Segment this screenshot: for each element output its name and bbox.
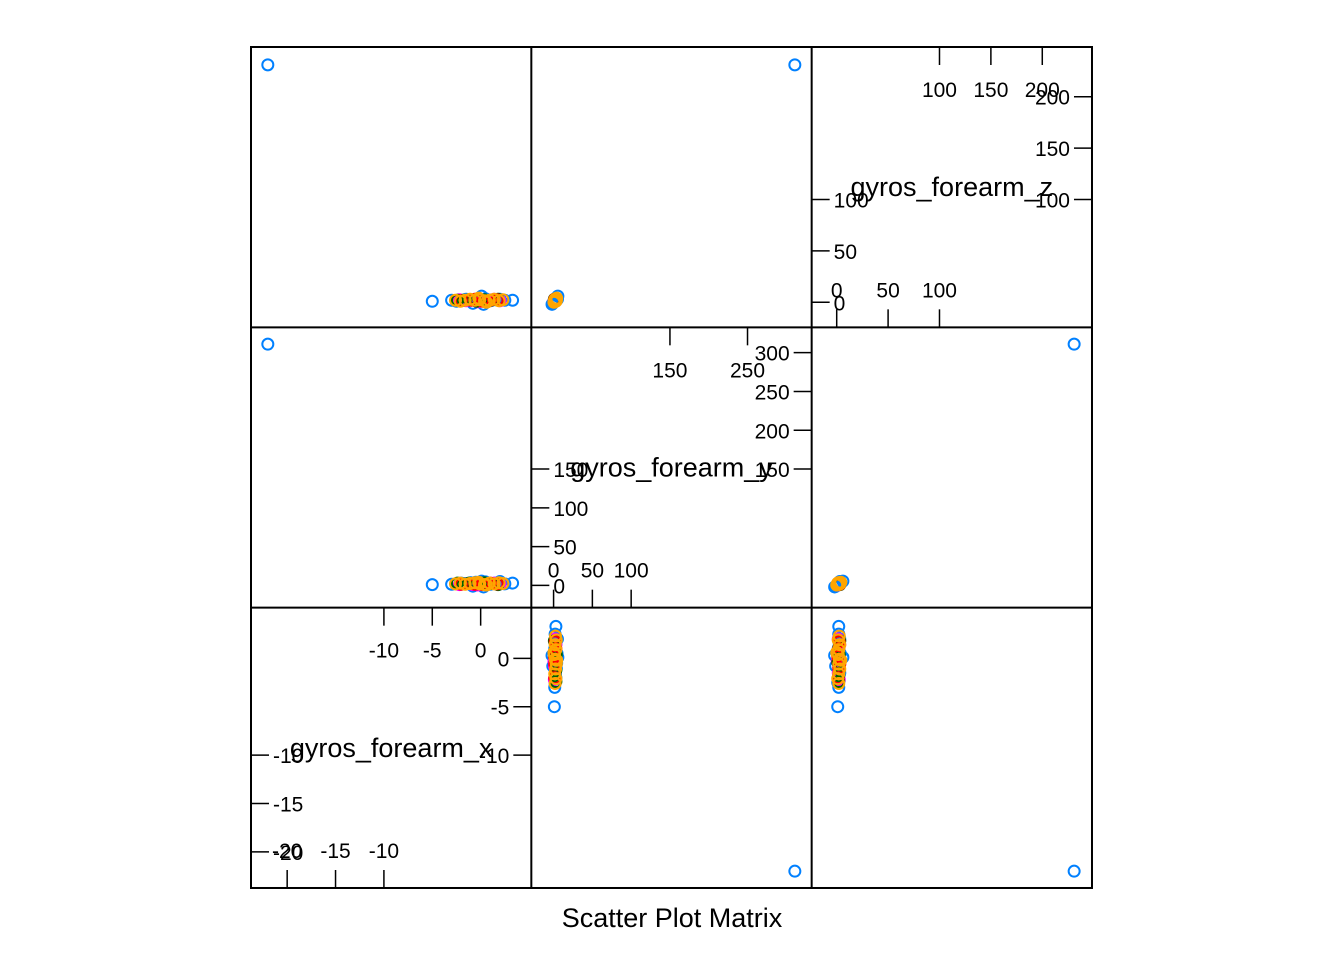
tick-label: 0 <box>498 648 510 671</box>
data-point <box>472 575 486 589</box>
data-point <box>550 653 564 667</box>
tick-label: 0 <box>834 292 846 315</box>
tick-label: -5 <box>423 640 442 663</box>
tick-label: 150 <box>553 459 588 482</box>
data-point <box>506 293 520 307</box>
data-point <box>832 629 846 643</box>
tick-label: -15 <box>273 793 303 816</box>
data-point <box>496 576 510 590</box>
data-point <box>458 293 472 307</box>
panel-gyros_forearm_x-vs-gyros_forearm_z <box>261 58 520 311</box>
data-point <box>549 629 563 643</box>
data-point <box>449 577 462 591</box>
tick-label: -10 <box>369 840 399 863</box>
data-point <box>833 662 847 676</box>
diagonal-panel-gyros_forearm_x: gyros_forearm_x-10 -5 0-20 -15 -10-10-15-200… <box>251 607 532 888</box>
x-axis-label: Scatter Plot Matrix <box>562 903 783 933</box>
tick-label: 50 <box>581 560 604 583</box>
tick-label: 200 <box>755 420 790 443</box>
matrix-frame <box>250 46 1093 889</box>
data-point <box>548 676 562 690</box>
tick-label: 200 <box>1025 79 1060 102</box>
tick-label: 100 <box>614 560 649 583</box>
data-point <box>832 619 846 633</box>
tick-label: 250 <box>730 359 765 382</box>
tick-label: 0 <box>475 640 487 663</box>
data-point <box>832 676 846 690</box>
data-point <box>506 576 520 590</box>
data-point <box>831 700 845 714</box>
panel-gyros_forearm_z-vs-gyros_forearm_x <box>828 619 1081 878</box>
data-point <box>788 864 802 878</box>
tick-label: 150 <box>1035 138 1070 161</box>
tick-label: -10 <box>273 745 303 768</box>
tick-label: 150 <box>652 359 687 382</box>
data-point <box>547 646 561 660</box>
tick-label: 50 <box>553 537 576 560</box>
data-point <box>261 58 275 72</box>
data-point <box>788 58 802 72</box>
data-point <box>830 578 844 592</box>
data-points <box>261 58 1081 878</box>
tick-label: 200 <box>1035 87 1070 110</box>
data-point <box>1067 337 1081 351</box>
data-point <box>549 619 563 633</box>
data-point <box>458 577 472 591</box>
tick-label: 50 <box>876 279 899 302</box>
panel-gyros_forearm_y-vs-gyros_forearm_x <box>545 619 802 878</box>
variable-label: gyros_forearm_y <box>570 452 773 482</box>
panel-gyros_forearm_x-vs-gyros_forearm_y <box>261 337 520 594</box>
tick-label: -20 <box>272 840 302 863</box>
data-point <box>1067 864 1081 878</box>
tick-label: 100 <box>1035 189 1070 212</box>
data-point <box>479 295 493 309</box>
tick-label: 150 <box>755 459 790 482</box>
tick-label: 100 <box>922 79 957 102</box>
data-point <box>425 294 439 308</box>
tick-label: 100 <box>553 498 588 521</box>
data-point <box>449 293 462 307</box>
tick-label: 100 <box>834 189 869 212</box>
tick-label: -10 <box>369 640 399 663</box>
data-point <box>463 292 477 306</box>
variable-label: gyros_forearm_z <box>851 172 1054 202</box>
data-point <box>547 295 561 309</box>
data-point <box>425 578 439 592</box>
data-point <box>463 576 477 590</box>
data-point <box>832 667 846 681</box>
tick-label: -5 <box>491 697 510 720</box>
data-point <box>548 667 562 681</box>
tick-label: 0 <box>548 560 560 583</box>
tick-label: 0 <box>553 575 565 598</box>
tick-label: 250 <box>755 381 790 404</box>
tick-label: 50 <box>834 241 857 264</box>
tick-label: -20 <box>273 842 303 865</box>
panel-gyros_forearm_z-vs-gyros_forearm_y <box>828 337 1081 594</box>
data-point <box>549 662 563 676</box>
data-point <box>261 337 275 351</box>
tick-label: 100 <box>922 279 957 302</box>
variable-label: gyros_forearm_x <box>290 733 493 763</box>
tick-label: -10 <box>479 745 509 768</box>
data-point <box>547 700 561 714</box>
tick-label: 300 <box>755 343 790 366</box>
data-point <box>830 646 844 660</box>
data-point <box>479 578 493 592</box>
diagonal-axes: gyros_forearm_x-10 -5 0-20 -15 -10-10-15-200… <box>251 47 1092 888</box>
tick-label: 0 <box>831 279 843 302</box>
data-point <box>496 293 510 307</box>
panel-gyros_forearm_y-vs-gyros_forearm_z <box>545 58 802 311</box>
tick-label: 150 <box>973 79 1008 102</box>
matrix-border <box>250 46 1093 889</box>
tick-label: -15 <box>320 840 350 863</box>
